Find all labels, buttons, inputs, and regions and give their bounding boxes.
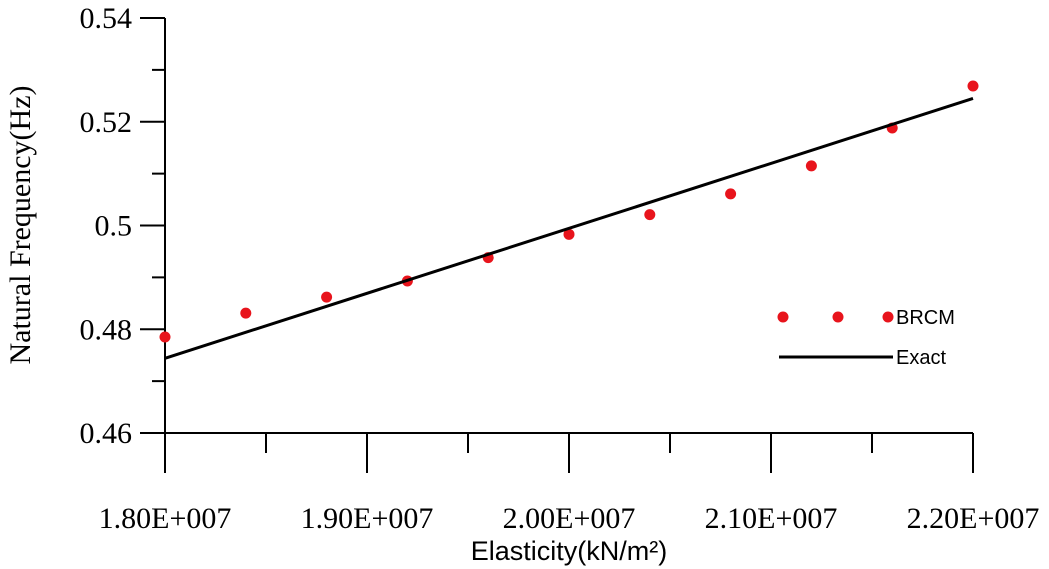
legend-marker-brcm (777, 311, 789, 323)
data-point-brcm (240, 307, 252, 319)
legend-label-brcm: BRCM (896, 307, 955, 329)
data-point-brcm (321, 291, 333, 303)
y-tick-label: 0.52 (80, 106, 133, 139)
legend-marker-brcm (882, 311, 894, 323)
y-tick-label: 0.54 (80, 2, 133, 35)
legend: BRCM Exact (777, 307, 955, 369)
legend-label-exact: Exact (896, 347, 946, 369)
data-point-brcm (967, 80, 979, 92)
x-tick-label: 2.20E+007 (907, 502, 1040, 535)
axes (164, 18, 973, 434)
data-point-brcm (159, 331, 171, 343)
data-point-brcm (725, 188, 737, 200)
y-tick-label: 0.5 (95, 210, 133, 243)
data-point-brcm (644, 209, 656, 221)
legend-marker-brcm (832, 311, 844, 323)
x-axis-title: Elasticity(kN/m²) (471, 536, 668, 566)
x-tick-label: 1.80E+007 (99, 502, 232, 535)
y-tick-label: 0.46 (80, 417, 133, 450)
tick-labels: 0.46 0.48 0.5 0.52 0.54 1.80E+007 1.90E+007 2.0… (80, 2, 1040, 535)
data-point-brcm (563, 228, 575, 240)
x-tick-label: 1.90E+007 (301, 502, 434, 535)
ticks (140, 17, 974, 473)
plot-series (159, 80, 979, 360)
x-tick-label: 2.10E+007 (705, 502, 838, 535)
y-axis-title: Natural Frequency(Hz) (4, 85, 37, 364)
y-tick-label: 0.48 (80, 313, 133, 346)
data-point-brcm (805, 160, 817, 172)
series-line-exact (164, 96, 974, 360)
x-tick-label: 2.00E+007 (503, 502, 636, 535)
